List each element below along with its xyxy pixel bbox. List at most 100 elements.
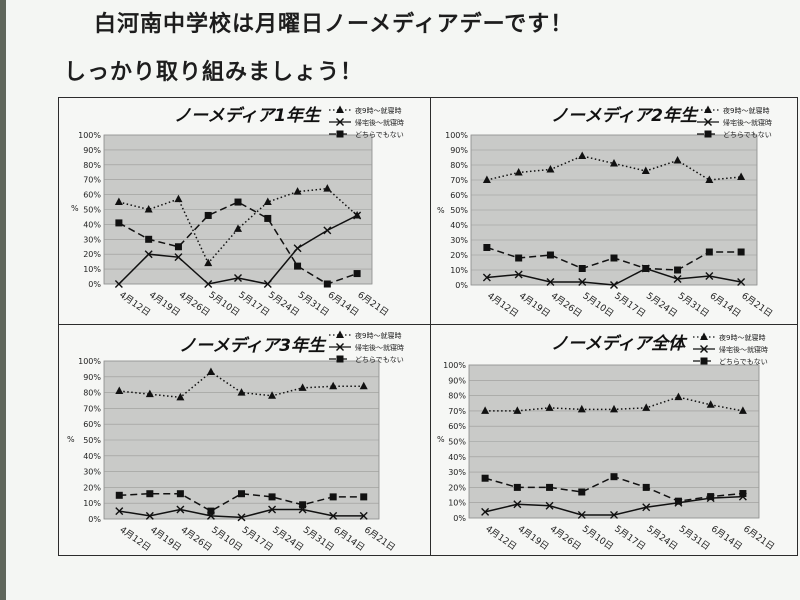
data-point <box>115 386 124 395</box>
series-line <box>118 187 358 265</box>
data-point <box>481 474 489 482</box>
y-tick-label: 10% <box>83 265 101 274</box>
y-tick-label: 90% <box>83 146 101 155</box>
data-point <box>145 235 153 243</box>
data-point <box>329 381 338 390</box>
data-point <box>577 510 586 519</box>
data-point <box>514 270 523 279</box>
y-tick-label: 0% <box>88 515 101 524</box>
data-point <box>545 403 554 411</box>
data-point <box>673 156 682 164</box>
data-point <box>642 403 651 411</box>
data-point <box>174 253 183 262</box>
data-point <box>264 214 272 222</box>
y-tick-label: 70% <box>450 176 468 185</box>
data-point <box>673 275 682 283</box>
chart-panel-grade3: 0% 10% 20% 30% 40% 50% 60% 70% 80% 90% 100%% 4月12日 4… <box>58 324 432 556</box>
data-point <box>359 511 368 520</box>
x-tick-label: 6月14日 <box>708 290 743 319</box>
data-point <box>578 265 586 272</box>
data-point <box>739 490 747 498</box>
data-point <box>705 272 714 280</box>
data-point <box>115 219 123 227</box>
legend-label: どちらでもない <box>723 131 772 139</box>
y-tick-label: 20% <box>83 483 101 492</box>
data-point <box>263 280 272 288</box>
y-tick-label: 20% <box>448 483 466 492</box>
y-tick-label: 80% <box>83 389 101 398</box>
y-tick-label: 70% <box>448 407 466 416</box>
y-tick-label: 0% <box>453 514 466 523</box>
y-tick-label: 30% <box>448 468 466 477</box>
data-point <box>610 510 618 519</box>
data-point <box>577 404 586 413</box>
x-tick-label: 5月24日 <box>644 290 679 319</box>
data-point <box>360 493 368 501</box>
announcement-heading: 白河南中学校は月曜日ノーメディアデーです！ <box>94 12 574 37</box>
y-tick-label: 40% <box>448 453 466 462</box>
y-axis-label: % <box>437 435 445 444</box>
x-tick-label: 6月14日 <box>326 289 361 318</box>
data-point <box>204 280 213 288</box>
call-to-action-heading: しっかり取り組みましょう！ <box>64 60 364 85</box>
x-tick-label: 5月24日 <box>645 523 680 552</box>
x-tick-label: 5月24日 <box>266 289 301 318</box>
data-point <box>642 265 650 272</box>
data-point <box>238 490 245 498</box>
x-tick-label: 6月21日 <box>739 290 774 319</box>
x-tick-label: 5月17日 <box>240 524 275 553</box>
data-point <box>513 406 522 414</box>
data-point <box>546 483 554 491</box>
data-point <box>737 278 746 286</box>
y-axis-label: % <box>437 206 445 215</box>
data-point <box>174 194 183 203</box>
x-tick-label: 4月19日 <box>148 524 183 553</box>
y-tick-label: 20% <box>450 251 468 260</box>
x-tick-label: 5月31日 <box>676 290 711 319</box>
x-tick-label: 4月19日 <box>147 289 182 318</box>
legend-marker <box>336 130 344 138</box>
y-tick-label: 60% <box>450 191 468 200</box>
x-tick-label: 4月12日 <box>485 290 520 319</box>
data-point <box>174 243 182 251</box>
legend-label: 夜9時～就寝時 <box>355 106 401 115</box>
data-point <box>323 280 331 288</box>
data-point <box>707 493 715 501</box>
data-point <box>329 493 337 501</box>
data-point <box>738 406 747 414</box>
x-tick-label: 4月26日 <box>549 290 584 319</box>
data-point <box>293 244 302 253</box>
data-point <box>546 278 555 286</box>
series-line <box>119 492 364 512</box>
y-tick-label: 100% <box>445 131 468 140</box>
chart-title: ノーメディア2年生 <box>551 106 699 126</box>
data-point <box>482 273 491 282</box>
data-point <box>705 175 714 183</box>
data-point <box>115 507 124 516</box>
x-tick-label: 5月10日 <box>209 524 244 553</box>
data-point <box>353 270 361 278</box>
data-point <box>237 513 246 522</box>
data-point <box>206 367 215 376</box>
y-tick-label: 80% <box>83 161 101 170</box>
x-tick-label: 4月26日 <box>548 523 583 552</box>
legend-marker <box>336 343 344 351</box>
y-tick-label: 90% <box>83 373 101 382</box>
data-point <box>237 388 246 396</box>
data-point <box>114 197 123 206</box>
x-tick-label: 4月26日 <box>177 289 212 318</box>
data-point <box>610 281 618 289</box>
y-tick-label: 50% <box>83 206 101 215</box>
data-point <box>145 389 154 398</box>
x-tick-label: 6月21日 <box>741 523 776 552</box>
data-point <box>323 226 332 235</box>
y-tick-label: 50% <box>83 436 101 445</box>
legend-label: 帰宅後～就寝時 <box>355 343 404 352</box>
data-point <box>268 505 277 514</box>
data-point <box>293 187 302 195</box>
y-axis-label: % <box>71 204 79 213</box>
data-point <box>115 491 123 499</box>
y-tick-label: 10% <box>448 499 466 508</box>
